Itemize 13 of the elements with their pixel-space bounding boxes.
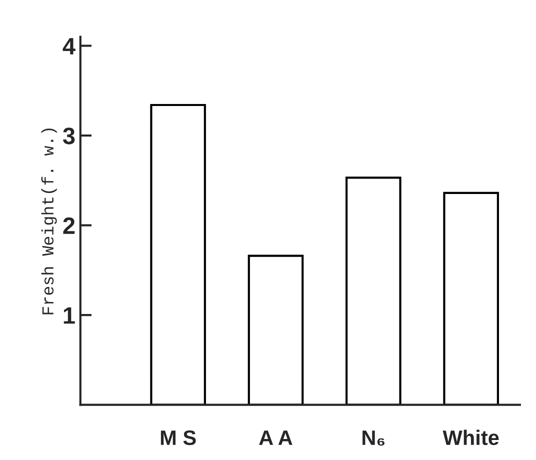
y-tick-label: 1	[64, 307, 75, 324]
y-tick-label: 3	[62, 128, 75, 144]
x-tick-label: N₆	[362, 430, 384, 446]
y-tick-label: 2	[63, 217, 75, 234]
y-tick-label: 4	[62, 38, 76, 54]
x-tick-label: White	[442, 430, 499, 446]
bar	[346, 176, 402, 405]
bar	[443, 192, 499, 405]
y-axis-title: Fresh Weight(f. w.)	[41, 128, 57, 314]
bar	[150, 104, 206, 405]
x-tick-label: M S	[160, 430, 196, 446]
bar	[248, 254, 304, 405]
x-tick-label: A A	[259, 430, 292, 445]
